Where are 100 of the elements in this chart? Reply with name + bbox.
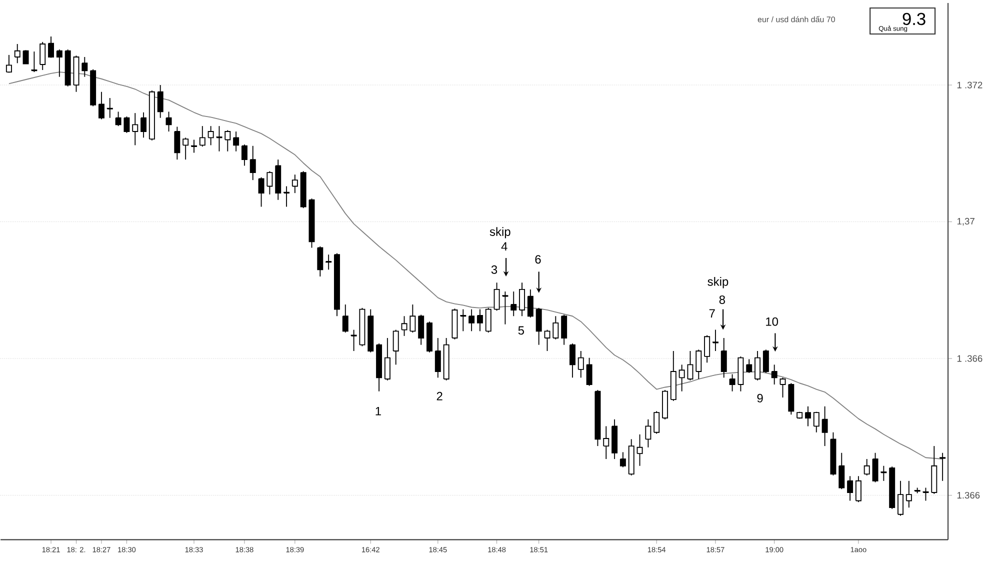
candlestick — [687, 350, 694, 382]
candlestick — [191, 139, 197, 154]
candlestick — [872, 452, 878, 483]
annotation: 5 — [518, 326, 524, 335]
candlestick — [124, 116, 130, 134]
annotation: skip — [708, 277, 728, 288]
candlestick — [696, 349, 702, 380]
candlestick — [729, 374, 736, 392]
candlestick — [552, 316, 559, 340]
candlestick — [510, 291, 517, 317]
candlestick — [224, 130, 231, 152]
annotation: 6 — [535, 255, 541, 264]
candlestick — [678, 364, 685, 392]
candlestick — [502, 291, 508, 325]
candlestick — [157, 84, 164, 118]
candlestick — [258, 177, 264, 208]
candlestick — [292, 174, 298, 194]
candlestick — [233, 131, 240, 152]
candlestick — [519, 282, 526, 317]
candlestick — [864, 458, 870, 476]
candlestick — [922, 487, 929, 502]
candlestick — [586, 358, 592, 386]
annotation: skip — [490, 227, 510, 238]
candlestick — [940, 452, 946, 482]
y-tick-label: 1 .366 — [957, 355, 982, 362]
candlestick — [822, 406, 828, 447]
candlestick — [527, 289, 534, 318]
candlestick — [603, 426, 610, 460]
candlestick — [317, 246, 324, 278]
candlestick — [266, 170, 273, 196]
candlestick — [174, 126, 180, 160]
annotation: 9 — [757, 394, 763, 403]
candlestick — [813, 412, 820, 433]
candlestick — [780, 377, 786, 398]
candlestick — [746, 358, 752, 374]
candlestick — [22, 50, 29, 64]
candlestick — [401, 316, 408, 337]
annotation: 1 — [376, 407, 381, 416]
annotation: 9.3 — [902, 13, 926, 26]
candlestick — [132, 112, 138, 146]
candlestick — [199, 126, 206, 148]
candlestick — [468, 308, 475, 332]
candlestick — [48, 36, 54, 58]
candlestick — [838, 452, 845, 490]
candlestick — [578, 350, 584, 378]
candlestick — [434, 338, 441, 378]
candlestick — [140, 112, 147, 138]
annotation: 7 — [709, 309, 715, 318]
candlestick — [704, 334, 710, 364]
candlestick — [98, 92, 104, 120]
candlestick — [898, 480, 904, 516]
annotation: 2 — [436, 392, 442, 400]
candlestick — [620, 452, 626, 468]
candlestick — [115, 111, 122, 127]
candlestick — [56, 49, 62, 78]
text: eur / usd dánh dấu 70 — [758, 16, 835, 22]
candlestick — [182, 137, 189, 160]
candlestick — [476, 308, 483, 332]
candlestick — [645, 419, 652, 448]
candlestick — [40, 42, 46, 71]
candlestick — [804, 406, 811, 427]
candlestick — [536, 308, 542, 346]
candlestick — [771, 364, 778, 386]
candlestick — [342, 304, 348, 334]
candlestick — [392, 329, 399, 366]
y-tick-label: 1.366 — [957, 492, 980, 499]
candlestick — [494, 282, 500, 312]
candlestick — [754, 350, 761, 382]
candlestick — [460, 308, 466, 332]
candlestick — [166, 111, 172, 132]
annotation: 10 — [766, 318, 778, 326]
candlestick — [410, 304, 416, 334]
candlestick — [485, 308, 492, 334]
candlestick — [569, 343, 576, 378]
candlestick — [544, 329, 550, 352]
y-tick-label: 1 .372 — [957, 82, 982, 88]
candlestick — [720, 338, 727, 378]
candlestick — [712, 329, 718, 352]
candlestick — [561, 314, 568, 346]
candlestick — [906, 480, 912, 508]
candlestick — [847, 476, 854, 502]
candlestick — [216, 126, 222, 152]
candlestick — [6, 54, 12, 74]
annotation: 8 — [719, 296, 726, 304]
candlestick — [880, 466, 887, 482]
candlestick — [418, 314, 424, 346]
candlestick — [82, 56, 88, 78]
candlestick — [31, 51, 38, 73]
candlestick — [241, 144, 248, 166]
candlestick — [350, 329, 357, 352]
annotation: 4 — [501, 242, 508, 251]
y-tick-label: 1,37 — [957, 218, 974, 226]
candlestick — [855, 476, 862, 503]
candlestick — [106, 98, 113, 118]
candlestick — [762, 349, 769, 374]
candlestick — [326, 254, 332, 270]
candlestick — [636, 434, 643, 466]
candlestick — [250, 146, 256, 181]
candlestick — [384, 338, 390, 382]
candlestick — [654, 410, 660, 434]
